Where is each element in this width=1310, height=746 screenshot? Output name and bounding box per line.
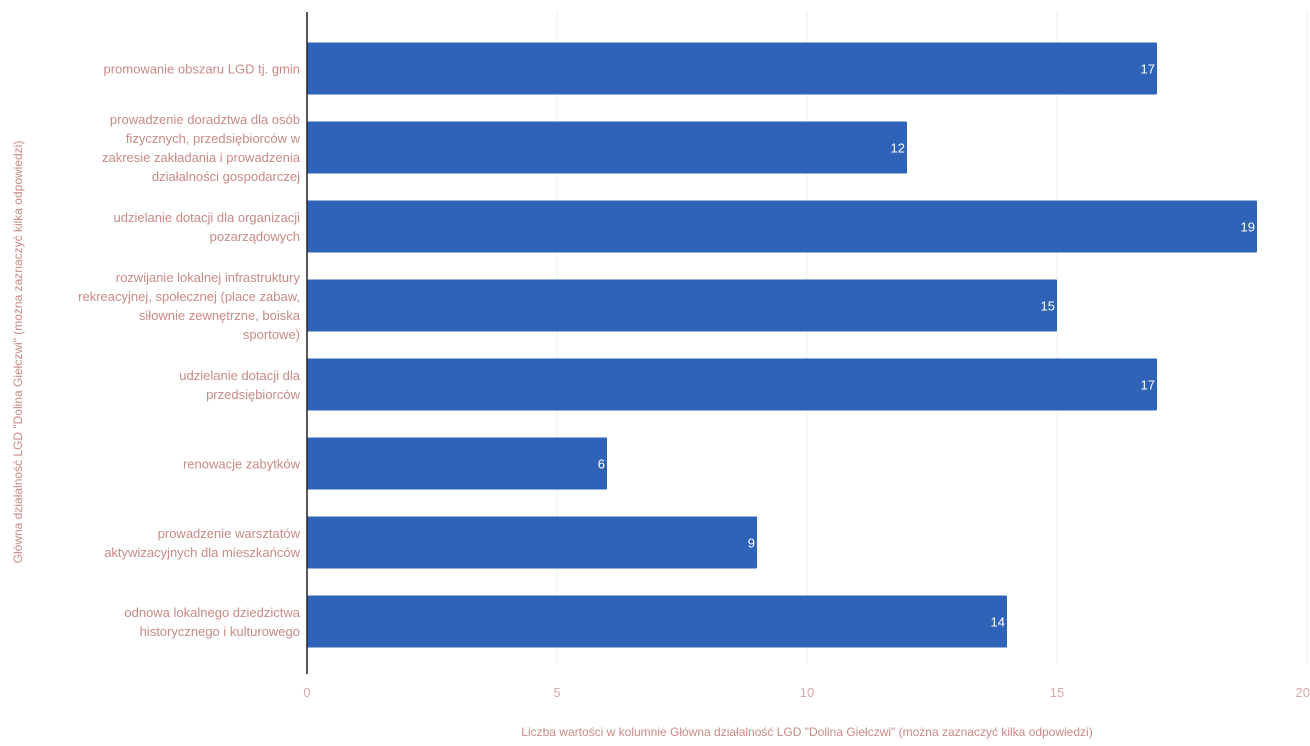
x-tick-label: 10 (800, 685, 814, 700)
category-label-line: udzielanie dotacji dla (179, 368, 300, 383)
bar (307, 200, 1257, 253)
category-label: prowadzenie doradztwa dla osób fizycznych… (102, 112, 301, 184)
category-label-line: fizycznych, przedsiębiorców w (126, 131, 301, 146)
y-axis-title: Główna działalność LGD "Dolina Giełczwi"… (11, 141, 25, 564)
bar-value-label: 12 (891, 141, 905, 156)
category-label: udzielanie dotacji dla organizacji pozarz… (114, 210, 301, 244)
x-axis-title: Liczba wartości w kolumnie Główna działa… (521, 725, 1092, 739)
category-label-line: prowadzenie warsztatów (158, 526, 301, 541)
category-label-line: promowanie obszaru LGD tj. gmin (103, 62, 300, 77)
x-tick-label: 5 (553, 685, 560, 700)
bar (307, 121, 907, 174)
category-label-line: udzielanie dotacji dla organizacji (114, 210, 301, 225)
category-label-line: przedsiębiorców (206, 387, 301, 402)
category-label: promowanie obszaru LGD tj. gmin (103, 62, 300, 77)
bar-value-label: 17 (1141, 378, 1155, 393)
bar-value-label: 14 (991, 615, 1005, 630)
bars: 17 12 19 15 17 6 9 14 (307, 42, 1257, 648)
category-label: rozwijanie lokalnej infrastruktury rekrea… (78, 270, 301, 342)
category-label-line: renowacje zabytków (183, 457, 301, 472)
x-tick-label: 15 (1050, 685, 1064, 700)
x-ticks: 0 5 10 15 20 (303, 685, 1310, 700)
bar-value-label: 6 (598, 457, 605, 472)
category-label-line: siłownie zewnętrzne, boiska (139, 308, 301, 323)
category-label: udzielanie dotacji dla przedsiębiorców (179, 368, 300, 402)
category-labels: promowanie obszaru LGD tj. gmin prowadzen… (78, 62, 301, 640)
x-tick-label: 0 (303, 685, 310, 700)
category-label: renowacje zabytków (183, 457, 301, 472)
category-label: prowadzenie warsztatów aktywizacyjnych dl… (104, 526, 300, 560)
category-label-line: odnowa lokalnego dziedzictwa (124, 605, 300, 620)
bar (307, 279, 1057, 332)
bar-value-label: 19 (1241, 220, 1255, 235)
category-label-line: prowadzenie doradztwa dla osób (110, 112, 300, 127)
bar (307, 42, 1157, 95)
bar (307, 358, 1157, 411)
bar-value-label: 17 (1141, 62, 1155, 77)
category-label-line: pozarządowych (210, 229, 300, 244)
category-label: odnowa lokalnego dziedzictwa historyczneg… (124, 605, 300, 639)
category-label-line: sportowe) (243, 327, 300, 342)
category-label-line: historycznego i kulturowego (140, 624, 300, 639)
category-label-line: zakresie zakładania i prowadzenia (102, 150, 301, 165)
bar (307, 516, 757, 569)
category-label-line: rozwijanie lokalnej infrastruktury (116, 270, 301, 285)
category-label-line: aktywizacyjnych dla mieszkańców (104, 545, 300, 560)
x-tick-label: 20 (1296, 685, 1310, 700)
bar-value-label: 9 (748, 536, 755, 551)
bar (307, 595, 1007, 648)
category-label-line: działalności gospodarczej (152, 169, 300, 184)
bar (307, 437, 607, 490)
category-label-line: rekreacyjnej, społecznej (place zabaw, (78, 289, 300, 304)
bar-value-label: 15 (1041, 299, 1055, 314)
